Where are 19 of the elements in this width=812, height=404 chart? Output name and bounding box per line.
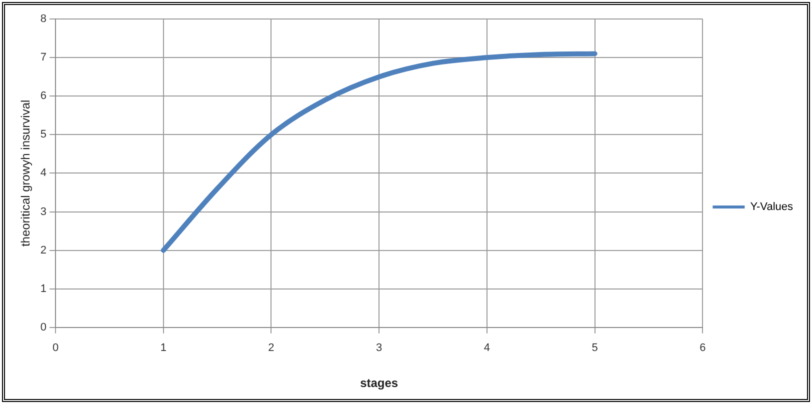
legend-label: Y-Values [750,201,794,214]
y-tick-label: 1 [40,282,47,295]
x-tick-label: 0 [52,342,59,354]
x-tick-label: 6 [700,342,706,354]
y-tick-label: 8 [40,13,47,26]
y-tick-label: 3 [40,206,47,218]
y-tick-label: 6 [40,90,47,102]
x-axis-title: stages [360,376,398,390]
x-tick-label: 1 [160,342,166,354]
x-tick-label: 3 [376,342,382,354]
x-tick-label: 4 [484,342,490,354]
y-tick-label: 7 [40,52,47,64]
y-axis-title: theoritical growyh insurvival [18,100,33,247]
x-tick-label: 5 [592,342,598,354]
y-tick-label: 4 [40,167,47,180]
y-tick-label: 0 [40,321,47,334]
x-tick-label: 2 [268,342,274,354]
y-tick-label: 5 [40,128,47,141]
y-tick-label: 2 [40,244,47,256]
